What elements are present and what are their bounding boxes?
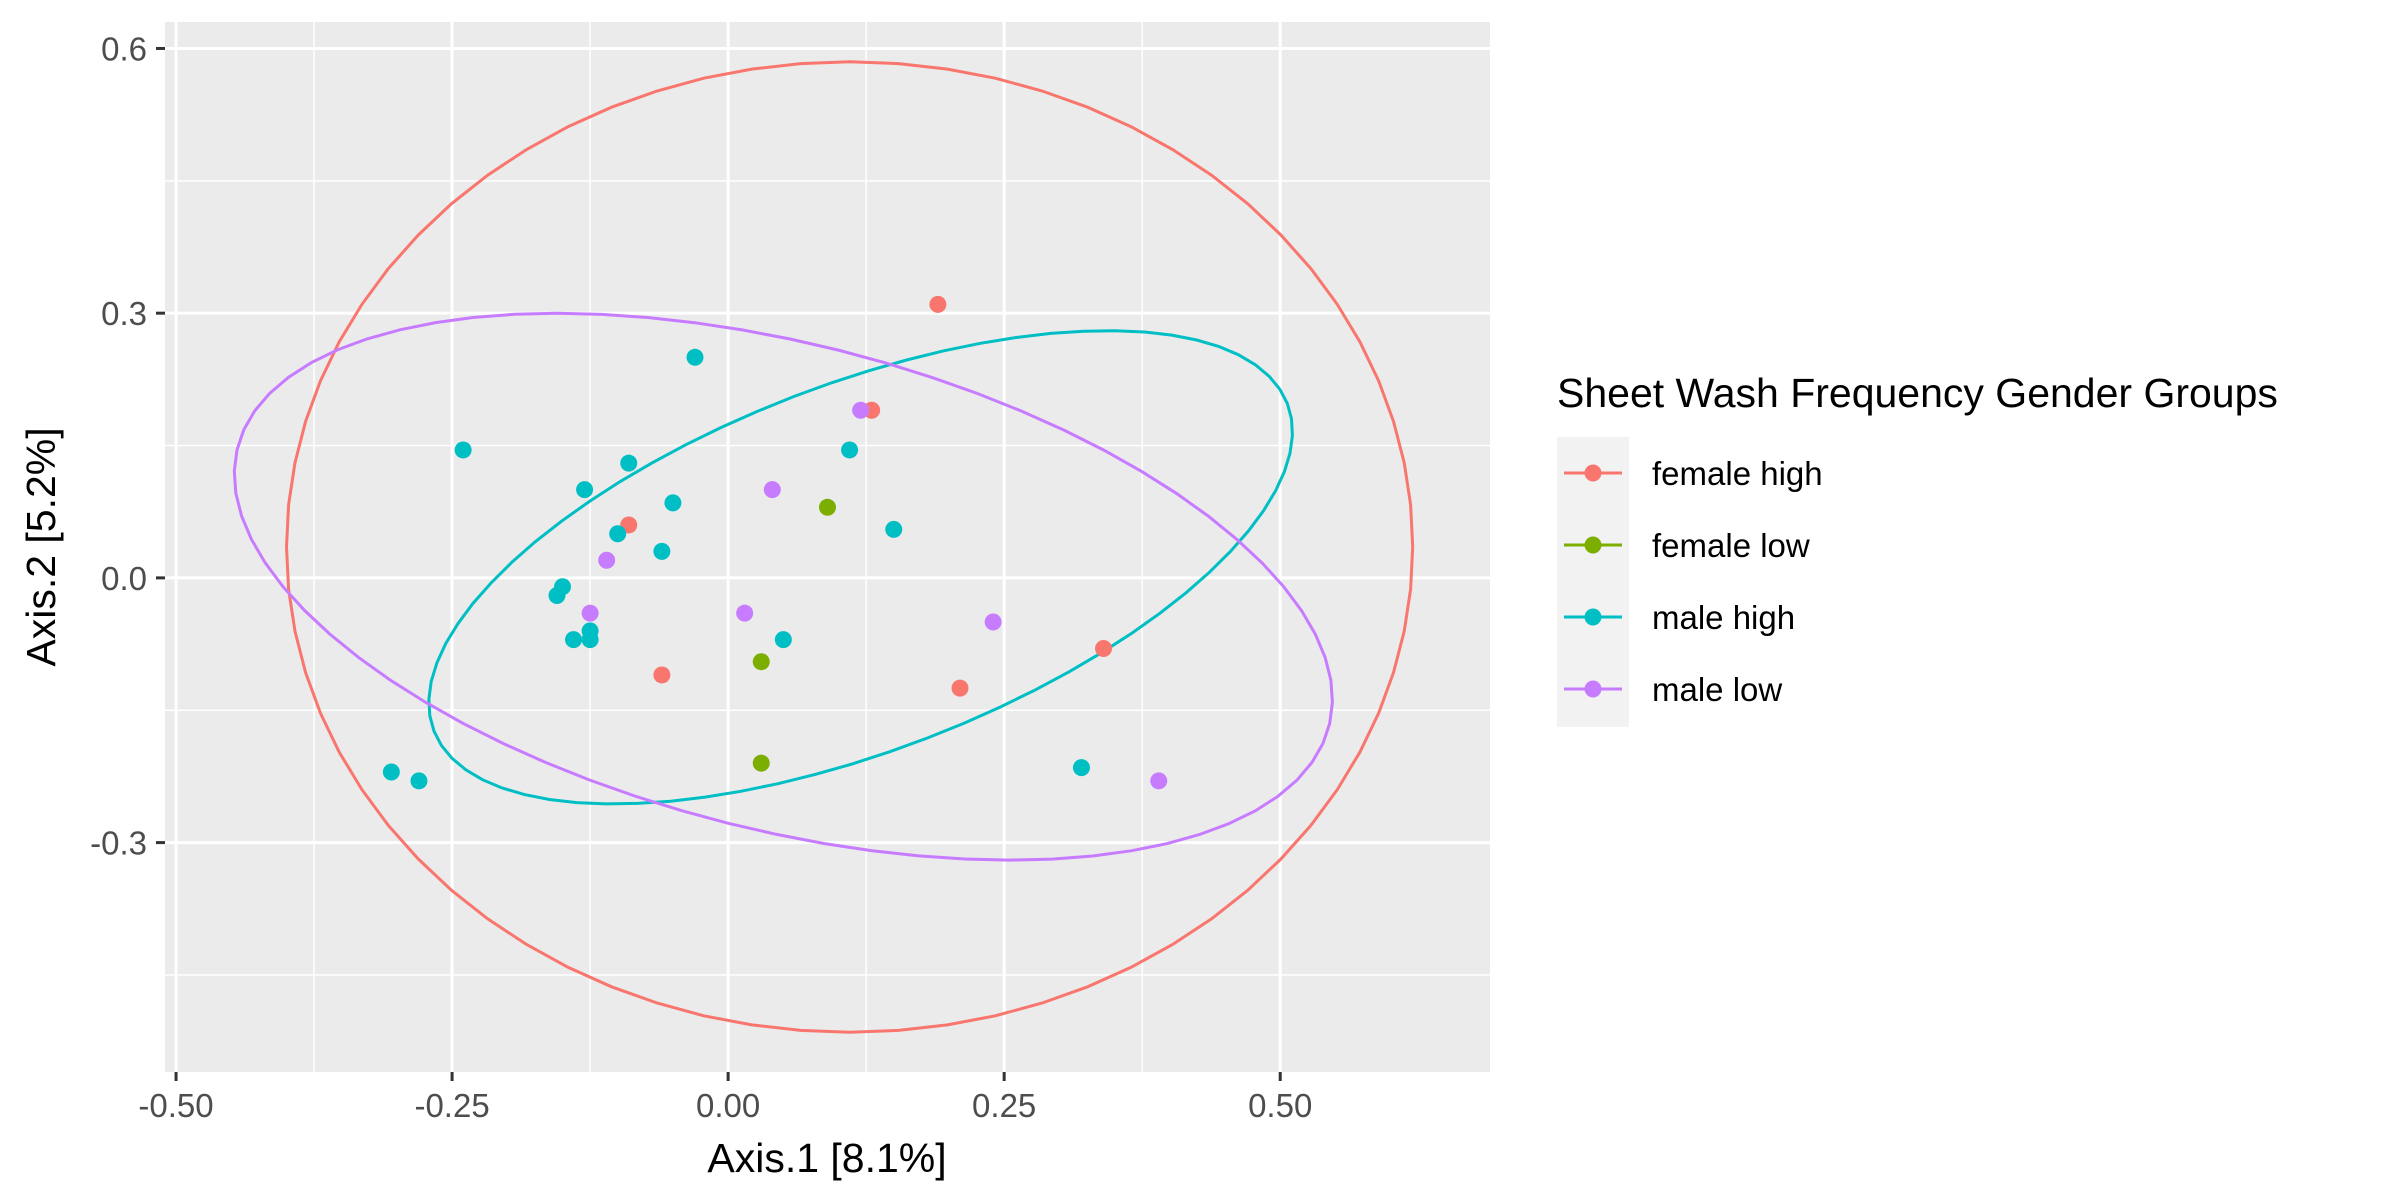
plot-panel xyxy=(165,22,1490,1072)
x-tick-label: 0.50 xyxy=(1248,1087,1312,1124)
point-female-high xyxy=(1095,639,1113,657)
legend-key-point xyxy=(1584,608,1602,626)
legend-key-point xyxy=(1584,464,1602,482)
point-male-low xyxy=(984,613,1002,631)
legend-label: male high xyxy=(1652,599,1795,636)
legend-key-point xyxy=(1584,680,1602,698)
point-female-high xyxy=(929,295,947,313)
legend-label: female high xyxy=(1652,455,1823,492)
point-male-high xyxy=(581,631,599,649)
point-male-high xyxy=(609,525,627,543)
point-male-low xyxy=(763,481,781,499)
legend: Sheet Wash Frequency Gender Groups femal… xyxy=(1557,370,2278,727)
x-tick-label: -0.25 xyxy=(414,1087,489,1124)
x-tick-label: 0.25 xyxy=(972,1087,1036,1124)
point-male-high xyxy=(774,631,792,649)
point-male-high xyxy=(885,520,903,538)
legend-label: male low xyxy=(1652,671,1782,708)
point-male-high xyxy=(410,772,428,790)
point-male-high xyxy=(576,481,594,499)
y-axis: -0.3 0.0 0.3 0.6 xyxy=(90,30,165,862)
grid-minor xyxy=(165,22,1490,1072)
point-male-low xyxy=(852,401,870,419)
point-male-high xyxy=(841,441,859,459)
x-axis-title: Axis.1 [8.1%] xyxy=(707,1135,946,1181)
point-female-high xyxy=(951,679,969,697)
legend-label: female low xyxy=(1652,527,1810,564)
ellipse-male-low xyxy=(232,311,1334,862)
x-tick-label: 0.00 xyxy=(696,1087,760,1124)
point-male-high xyxy=(620,454,638,472)
point-male-high xyxy=(548,587,566,605)
ellipse-male-high xyxy=(427,329,1294,806)
point-male-low xyxy=(598,551,616,569)
y-tick-label: 0.6 xyxy=(101,30,147,67)
point-male-high xyxy=(1072,759,1090,777)
legend-key-background xyxy=(1557,437,1629,727)
point-male-low xyxy=(581,604,599,622)
y-tick-label: 0.3 xyxy=(101,295,147,332)
legend-key-point xyxy=(1584,536,1602,554)
point-male-low xyxy=(1150,772,1168,790)
y-axis-title: Axis.2 [5.2%] xyxy=(18,427,64,666)
point-female-low xyxy=(752,754,770,772)
point-female-low xyxy=(819,498,836,516)
x-axis: -0.50 -0.25 0.00 0.25 0.50 xyxy=(138,1072,1312,1124)
point-male-high xyxy=(653,542,671,560)
point-male-high xyxy=(382,763,400,781)
point-male-high xyxy=(565,631,583,649)
legend-title: Sheet Wash Frequency Gender Groups xyxy=(1557,370,2278,416)
point-female-high xyxy=(653,666,671,684)
point-male-high xyxy=(664,494,682,512)
point-male-high xyxy=(686,348,704,366)
point-female-low xyxy=(752,653,770,671)
point-male-low xyxy=(736,604,754,622)
confidence-ellipses xyxy=(232,60,1415,1034)
y-tick-label: -0.3 xyxy=(90,825,147,862)
x-tick-label: -0.50 xyxy=(138,1087,213,1124)
data-points xyxy=(382,295,1168,790)
ellipse-female-high xyxy=(284,60,1415,1034)
point-male-high xyxy=(454,441,472,459)
y-tick-label: 0.0 xyxy=(101,560,147,597)
